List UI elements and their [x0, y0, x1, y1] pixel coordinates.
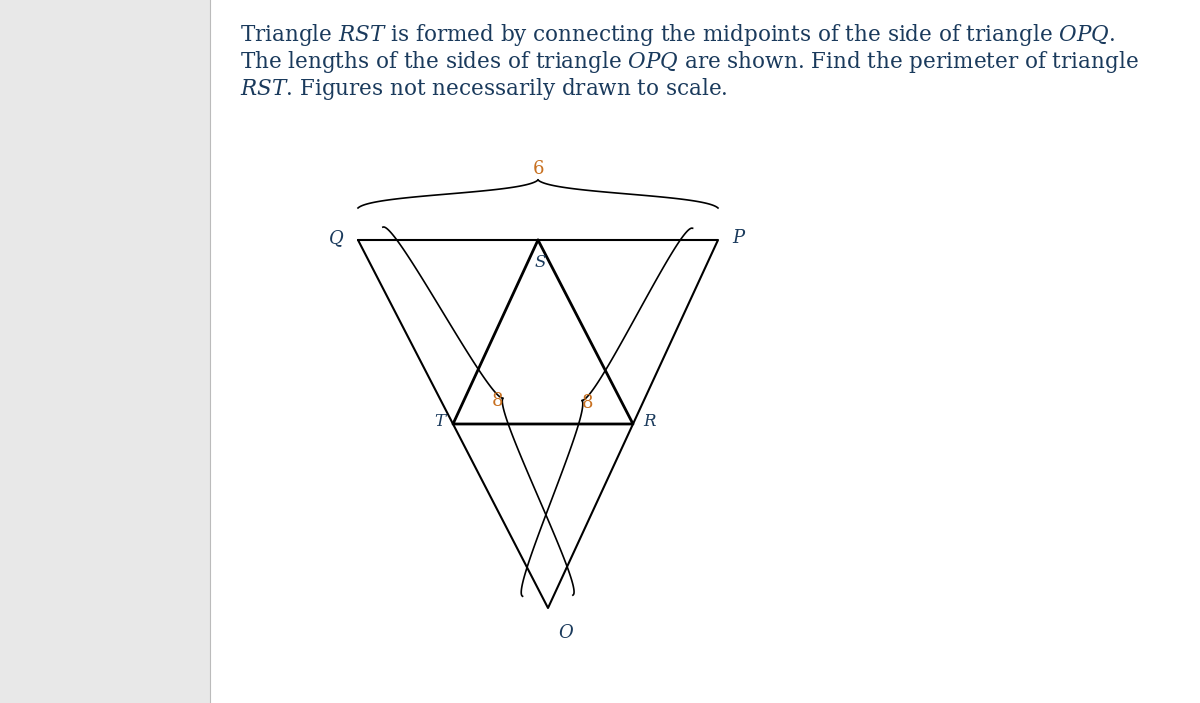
Text: S: S [534, 254, 546, 271]
Text: T: T [434, 413, 445, 430]
Bar [210, 0, 1200, 703]
Text: $\it{RST}$. Figures not necessarily drawn to scale.: $\it{RST}$. Figures not necessarily draw… [240, 76, 727, 102]
Text: Q: Q [329, 229, 344, 247]
Text: R: R [643, 413, 655, 430]
Text: 6: 6 [533, 160, 544, 178]
Text: Triangle $\it{RST}$ is formed by connecting the midpoints of the side of triangl: Triangle $\it{RST}$ is formed by connect… [240, 22, 1115, 48]
Text: O: O [558, 624, 572, 642]
Text: P: P [732, 229, 744, 247]
Text: The lengths of the sides of triangle $\it{OPQ}$ are shown. Find the perimeter of: The lengths of the sides of triangle $\i… [240, 49, 1139, 75]
Text: 8: 8 [582, 394, 593, 412]
Text: 8: 8 [492, 392, 503, 410]
